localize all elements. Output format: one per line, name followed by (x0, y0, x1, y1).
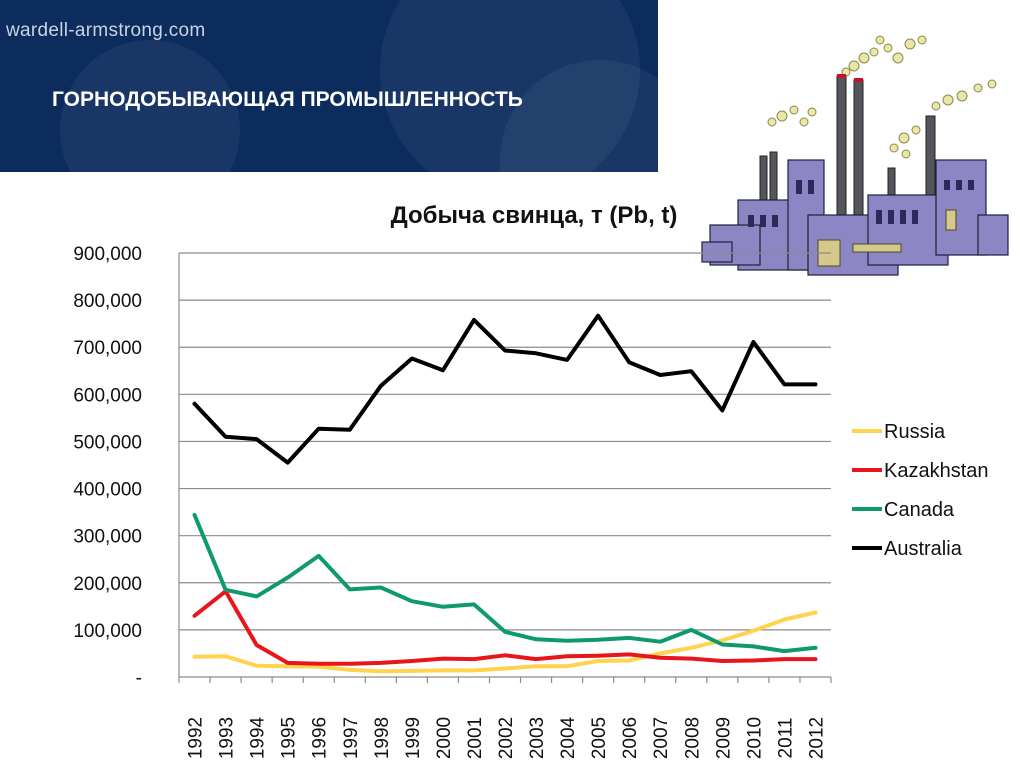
series-line-canada (192, 512, 818, 654)
legend-label-kazakhstan: Kazakhstan (884, 460, 989, 482)
series-line-australia (192, 313, 818, 465)
x-tick-label: 2012 (806, 717, 827, 759)
x-tick-label: 1996 (310, 717, 331, 759)
x-tick-label: 2002 (496, 717, 517, 759)
x-axis-ticks: 1992 1993 1994 1995 1996 1997 1998 1999 2000 2001… (186, 716, 828, 759)
legend-label-canada: Canada (884, 499, 955, 521)
y-tick-label: 100,000 (73, 621, 142, 642)
y-tick-label: - (136, 668, 142, 689)
x-tick-label: 2006 (620, 717, 641, 759)
y-axis-ticks: - 100,000 200,000 300,000 400,000 500,000 600,… (73, 244, 142, 689)
gridlines (178, 252, 832, 683)
series-line-kazakhstan (192, 589, 818, 666)
series-line-russia (192, 610, 818, 674)
x-tick-label: 1997 (341, 717, 362, 759)
y-tick-label: 500,000 (73, 432, 142, 453)
x-tick-label: 2004 (558, 716, 579, 759)
x-tick-label: 2011 (775, 718, 796, 759)
x-tick-label: 2003 (527, 717, 548, 759)
x-tick-label: 2005 (589, 717, 610, 759)
x-tick-label: 1992 (186, 717, 207, 759)
x-tick-label: 1994 (248, 716, 269, 759)
x-tick-label: 1993 (217, 717, 238, 759)
y-tick-label: 300,000 (73, 527, 142, 548)
x-tick-label: 1995 (279, 717, 300, 759)
x-tick-label: 1999 (403, 717, 424, 759)
y-tick-label: 400,000 (73, 480, 142, 501)
y-tick-label: 900,000 (73, 244, 142, 265)
x-tick-label: 2007 (651, 717, 672, 759)
x-tick-label: 2009 (713, 717, 734, 759)
x-tick-label: 2010 (744, 717, 765, 759)
y-tick-label: 200,000 (73, 574, 142, 595)
decorative-circle (380, 0, 640, 172)
chart-title: Добыча свинца, т (Pb, t) (391, 202, 678, 229)
page-title: ГОРНОДОБЫВАЮЩАЯ ПРОМЫШЛЕННОСТЬ (52, 88, 523, 111)
header-banner: wardell-armstrong.com ГОРНОДОБЫВАЮЩАЯ ПР… (0, 0, 658, 172)
series-lines (192, 313, 818, 674)
x-tick-label: 2000 (434, 717, 455, 759)
y-tick-label: 600,000 (73, 385, 142, 406)
y-tick-label: 800,000 (73, 291, 142, 312)
site-url: wardell-armstrong.com (6, 20, 206, 41)
x-tick-label: 2008 (682, 717, 703, 759)
x-tick-label: 2001 (465, 717, 486, 759)
y-tick-label: 700,000 (73, 338, 142, 359)
legend: Russia Kazakhstan Canada Australia (852, 421, 989, 560)
legend-label-russia: Russia (884, 421, 946, 443)
decorative-circle (60, 40, 240, 172)
x-tick-label: 1998 (372, 717, 393, 759)
legend-label-australia: Australia (884, 538, 963, 560)
